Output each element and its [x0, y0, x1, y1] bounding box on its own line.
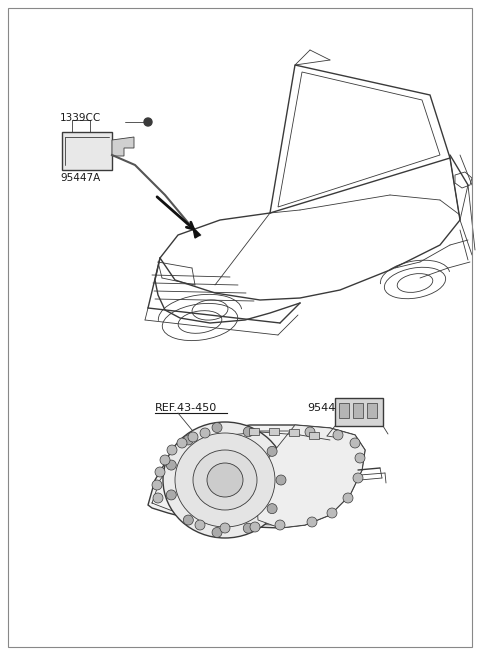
- Circle shape: [267, 504, 277, 514]
- Circle shape: [243, 427, 253, 437]
- Circle shape: [177, 438, 187, 448]
- Circle shape: [267, 446, 277, 457]
- Text: 95447A: 95447A: [60, 173, 100, 183]
- Circle shape: [200, 428, 210, 438]
- Polygon shape: [62, 132, 112, 170]
- FancyBboxPatch shape: [367, 403, 377, 418]
- FancyBboxPatch shape: [353, 403, 363, 418]
- Circle shape: [212, 422, 222, 432]
- Circle shape: [212, 527, 222, 538]
- Circle shape: [167, 445, 177, 455]
- Circle shape: [166, 490, 176, 500]
- Circle shape: [188, 432, 198, 442]
- Circle shape: [353, 473, 363, 483]
- Ellipse shape: [193, 450, 257, 510]
- Polygon shape: [112, 137, 134, 156]
- FancyBboxPatch shape: [269, 428, 279, 435]
- Circle shape: [153, 493, 163, 503]
- Text: REF.43-450: REF.43-450: [155, 403, 217, 413]
- Circle shape: [183, 435, 193, 445]
- Circle shape: [343, 493, 353, 503]
- FancyBboxPatch shape: [289, 429, 299, 436]
- FancyBboxPatch shape: [249, 428, 259, 435]
- Circle shape: [307, 517, 317, 527]
- Circle shape: [160, 455, 170, 465]
- Circle shape: [276, 475, 286, 485]
- Circle shape: [327, 508, 337, 518]
- Circle shape: [305, 427, 315, 437]
- Ellipse shape: [207, 463, 243, 497]
- Circle shape: [166, 460, 176, 470]
- Polygon shape: [148, 425, 365, 528]
- Circle shape: [152, 480, 162, 490]
- FancyBboxPatch shape: [339, 403, 349, 418]
- Circle shape: [250, 522, 260, 532]
- Circle shape: [155, 467, 165, 477]
- Circle shape: [243, 523, 253, 533]
- Polygon shape: [335, 398, 383, 426]
- Polygon shape: [255, 425, 365, 528]
- Circle shape: [275, 520, 285, 530]
- Circle shape: [144, 118, 152, 126]
- Circle shape: [350, 438, 360, 448]
- Ellipse shape: [163, 422, 287, 538]
- FancyBboxPatch shape: [309, 432, 319, 439]
- Ellipse shape: [175, 433, 275, 527]
- Text: 95440A: 95440A: [307, 403, 350, 413]
- Circle shape: [333, 430, 343, 440]
- Circle shape: [220, 523, 230, 533]
- Polygon shape: [193, 228, 200, 238]
- Circle shape: [195, 520, 205, 530]
- Circle shape: [183, 515, 193, 525]
- Circle shape: [355, 453, 365, 463]
- Text: 1339CC: 1339CC: [60, 113, 101, 123]
